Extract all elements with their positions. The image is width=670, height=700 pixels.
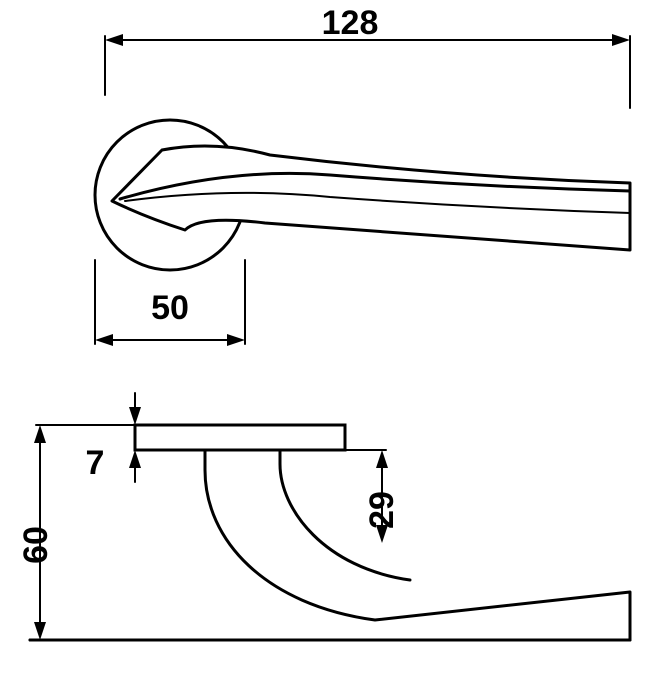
dim-7-label: 7 <box>86 444 105 482</box>
top-view <box>95 120 630 270</box>
lever-outline <box>112 146 630 250</box>
rose-plate <box>135 425 345 450</box>
dim-128-label: 128 <box>322 4 379 42</box>
dim-50-label: 50 <box>151 289 189 327</box>
dim-60-label: 60 <box>17 526 55 564</box>
handle-side-outline <box>30 450 630 640</box>
side-view <box>30 425 630 640</box>
dim-29-label: 29 <box>363 491 401 529</box>
